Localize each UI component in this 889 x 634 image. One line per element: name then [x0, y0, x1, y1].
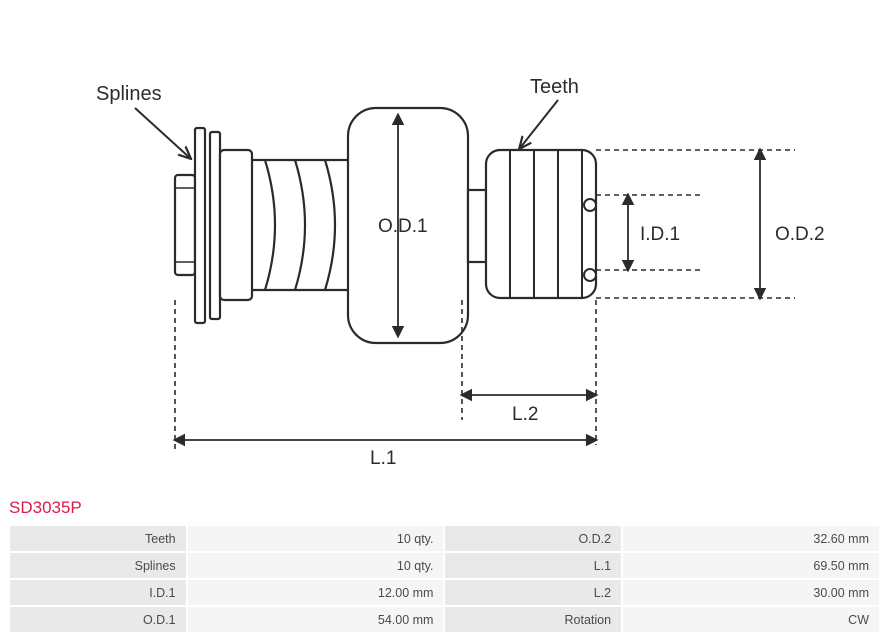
spec-label: L.2	[445, 580, 621, 605]
table-row: I.D.1 12.00 mm L.2 30.00 mm	[10, 580, 879, 605]
label-id1: I.D.1	[640, 224, 680, 245]
part-code: SD3035P	[9, 498, 82, 518]
spec-value: 10 qty.	[188, 553, 444, 578]
label-l2: L.2	[512, 404, 538, 425]
spec-value: 32.60 mm	[623, 526, 879, 551]
label-l1: L.1	[370, 448, 396, 469]
spec-label: Rotation	[445, 607, 621, 632]
spec-table: Teeth 10 qty. O.D.2 32.60 mm Splines 10 …	[8, 524, 881, 634]
spec-value: 12.00 mm	[188, 580, 444, 605]
spec-label: Splines	[10, 553, 186, 578]
spec-label: I.D.1	[10, 580, 186, 605]
spec-value: 54.00 mm	[188, 607, 444, 632]
spec-label: O.D.1	[10, 607, 186, 632]
spec-label: O.D.2	[445, 526, 621, 551]
label-splines: Splines	[96, 83, 162, 105]
table-row: Teeth 10 qty. O.D.2 32.60 mm	[10, 526, 879, 551]
spec-label: L.1	[445, 553, 621, 578]
spec-value: 30.00 mm	[623, 580, 879, 605]
spec-value: CW	[623, 607, 879, 632]
spec-value: 69.50 mm	[623, 553, 879, 578]
spec-label: Teeth	[10, 526, 186, 551]
label-teeth: Teeth	[530, 76, 579, 98]
technical-diagram: I.D.1 O.D.2 O.D.1 L.2 L.1 Splines Teeth	[0, 0, 889, 490]
table-row: Splines 10 qty. L.1 69.50 mm	[10, 553, 879, 578]
table-row: O.D.1 54.00 mm Rotation CW	[10, 607, 879, 632]
label-od2: O.D.2	[775, 224, 825, 245]
spec-value: 10 qty.	[188, 526, 444, 551]
label-od1: O.D.1	[378, 216, 428, 237]
